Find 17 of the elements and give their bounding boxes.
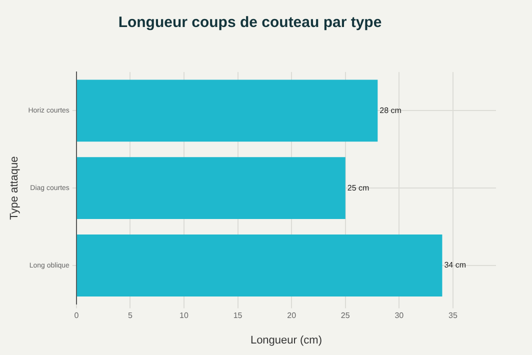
data-label: 28 cm	[380, 106, 402, 115]
x-tick-label: 30	[394, 311, 404, 320]
x-tick-label: 5	[128, 311, 133, 320]
data-label: 25 cm	[347, 183, 370, 192]
x-tick-label: 35	[448, 311, 458, 320]
x-tick-label: 10	[180, 311, 190, 320]
x-tick-label: 15	[233, 311, 243, 320]
bar	[76, 157, 346, 220]
x-axis-title: Longueur (cm)	[250, 334, 322, 346]
data-label: 34 cm	[444, 260, 466, 270]
y-axis-title: Type attaque	[8, 156, 21, 220]
bar	[76, 234, 442, 296]
chart-title: Longueur coups de couteau par type	[118, 14, 382, 32]
x-tick-label: 20	[287, 311, 297, 320]
bar	[76, 80, 378, 142]
x-tick-label: 25	[340, 311, 350, 320]
x-tick-label: 0	[74, 311, 80, 320]
